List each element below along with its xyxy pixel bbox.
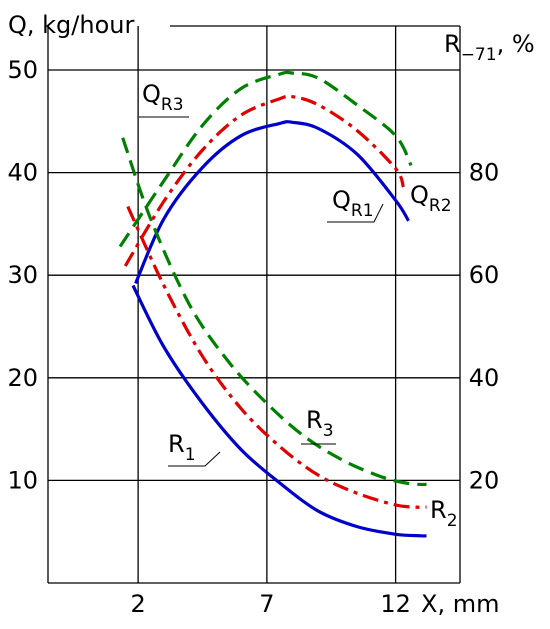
right-axis-label-tail: , %: [497, 30, 535, 58]
x-tick-label: 12: [380, 590, 411, 618]
label-R3-sub: 3: [323, 421, 334, 441]
label-QR2-main: Q: [410, 181, 429, 209]
right-tick-label: 60: [469, 261, 500, 289]
left-tick-label: 30: [7, 261, 38, 289]
right-axis-label: R−71, %: [444, 30, 535, 65]
series-line-R1: [131, 284, 427, 538]
label-QR1-sub: R1: [351, 201, 374, 221]
label-R3-main: R: [306, 406, 323, 434]
label-R2: R2: [430, 496, 458, 531]
right-axis-label-sub: −71: [461, 45, 497, 65]
leader-QR1: [327, 203, 384, 223]
label-QR3-main: Q: [142, 80, 161, 108]
x-axis-label: X, mm: [421, 590, 499, 618]
label-QR1-main: Q: [332, 186, 351, 214]
series-line-R3: [121, 137, 427, 487]
left-tick-label: 10: [7, 466, 38, 494]
right-tick-label: 40: [469, 364, 500, 392]
right-tick-label: 80: [469, 159, 500, 187]
x-tick-label: 2: [130, 590, 145, 618]
grid-lines: [48, 26, 460, 583]
right-tick-label: 20: [469, 466, 500, 494]
label-R3: R3: [306, 406, 334, 441]
label-QR3: QR3: [142, 80, 184, 115]
left-tick-label: 40: [7, 159, 38, 187]
series-line-QR2: [123, 94, 405, 267]
label-QR2-sub: R2: [429, 196, 452, 216]
label-R2-sub: 2: [447, 511, 458, 531]
right-axis-label-main: R: [444, 30, 461, 58]
leader-R1: [168, 451, 221, 467]
label-R1: R1: [168, 430, 196, 465]
label-QR1: QR1: [332, 186, 374, 221]
label-R2-main: R: [430, 496, 447, 524]
series-line-R2: [126, 205, 427, 509]
label-R1-sub: 1: [185, 445, 196, 465]
x-tick-label: 7: [259, 590, 274, 618]
label-QR2: QR2: [410, 181, 452, 216]
left-axis-label: Q, kg/hour: [8, 11, 134, 39]
left-tick-label: 50: [7, 56, 38, 84]
label-QR3-sub: R3: [161, 95, 184, 115]
left-tick-label: 20: [7, 364, 38, 392]
series-line-QR1: [134, 120, 410, 285]
label-R1-main: R: [168, 430, 185, 458]
series-line-QR3: [118, 70, 413, 248]
series-lines: [118, 70, 427, 538]
plot-frame: [47, 25, 461, 584]
